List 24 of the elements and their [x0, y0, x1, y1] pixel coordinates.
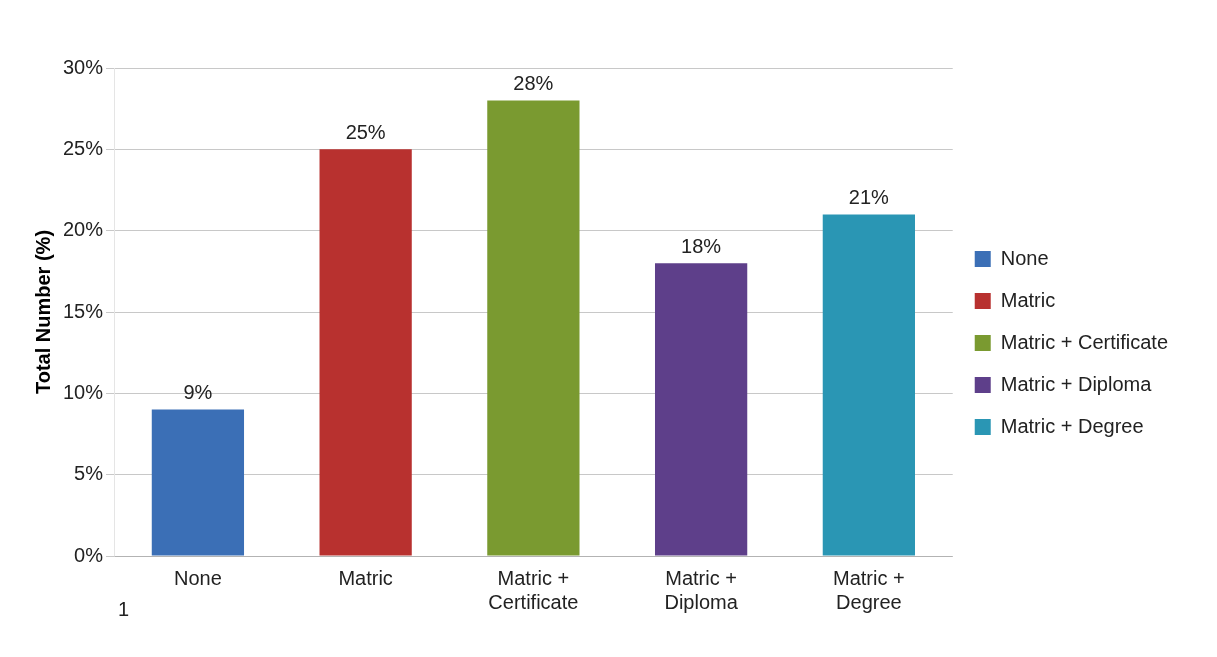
x-tick-label: Matric — [338, 566, 393, 589]
x-tick-label: Matric + Degree — [833, 566, 905, 613]
x-tick-label: None — [173, 566, 222, 589]
y-tick-label: 30% — [63, 55, 104, 78]
legend-label: Matric + Degree — [1000, 414, 1144, 437]
legend-label: Matric + Diploma — [1000, 372, 1153, 395]
data-label: 21% — [848, 185, 890, 208]
x-tick-label: Matric + Certificate — [488, 566, 579, 613]
data-label: 18% — [681, 234, 722, 257]
y-tick-label: 0% — [74, 543, 104, 566]
y-axis-title: Total Number (%) — [31, 229, 54, 395]
y-tick-label: 25% — [63, 136, 104, 159]
y-tick-label: 15% — [63, 299, 104, 322]
data-label: 25% — [345, 120, 386, 143]
y-tick-label: 20% — [63, 218, 104, 241]
legend-label: Matric — [1000, 288, 1056, 311]
legend-label: Matric + Certificate — [1000, 330, 1168, 353]
y-tick-label: 10% — [63, 380, 104, 403]
data-label: 28% — [513, 72, 554, 95]
text: 1 — [118, 597, 130, 620]
legend-label: None — [1000, 246, 1049, 269]
y-tick-label: 5% — [74, 462, 104, 485]
x-tick-label: Matric + Diploma — [664, 566, 739, 613]
data-label: 9% — [183, 381, 213, 404]
